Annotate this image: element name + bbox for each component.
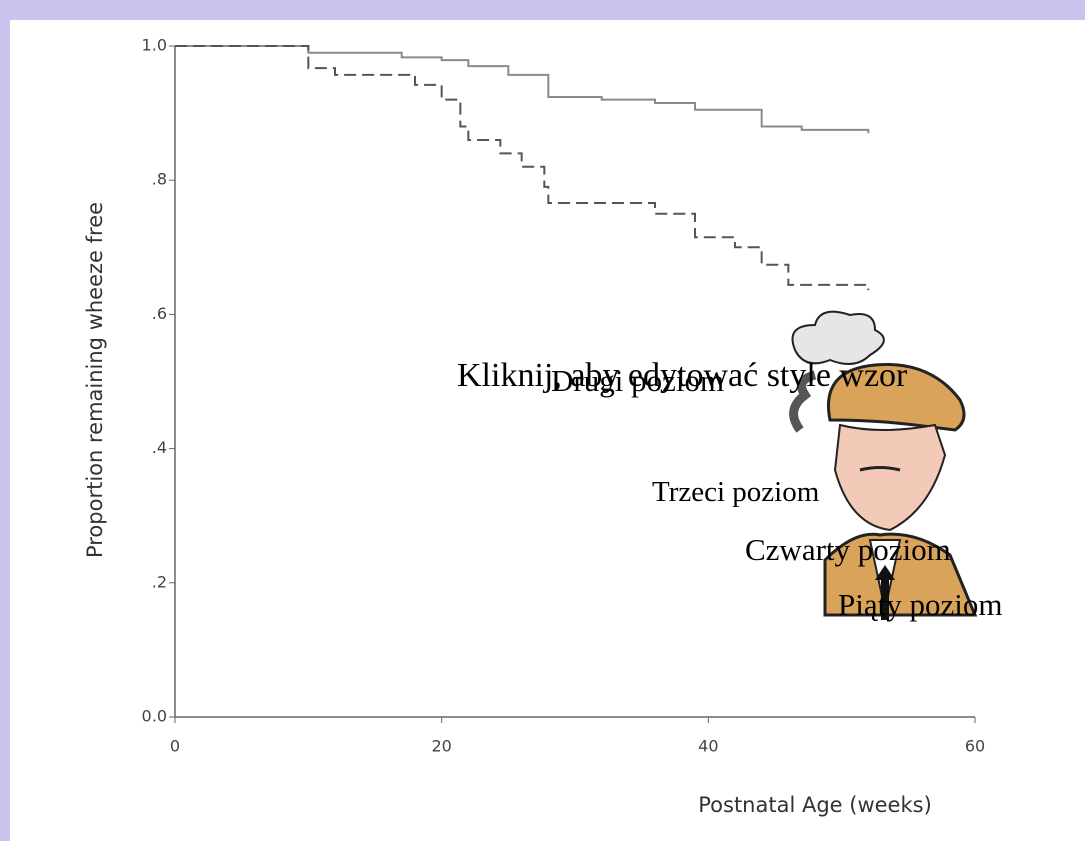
x-tick-label: 40 bbox=[698, 737, 718, 756]
y-tick-label: .8 bbox=[152, 170, 167, 189]
y-tick-label: .2 bbox=[152, 572, 167, 591]
y-tick-label: 1.0 bbox=[142, 36, 167, 55]
x-tick-label: 20 bbox=[431, 737, 451, 756]
x-tick-label: 0 bbox=[170, 737, 180, 756]
survival-curve bbox=[175, 45, 870, 291]
level-4: Czwarty poziom bbox=[745, 532, 951, 567]
y-tick-label: 0.0 bbox=[142, 707, 167, 726]
placeholder-text: Kliknij, aby edytować style wzor Drugi p… bbox=[457, 357, 1002, 622]
x-tick-label: 60 bbox=[965, 737, 985, 756]
slide: Proportion remaining wheeze free Postnat… bbox=[10, 20, 1085, 841]
level-5: Piąty poziom bbox=[838, 587, 1002, 622]
y-axis-title: Proportion remaining wheeze free bbox=[83, 202, 107, 558]
chart: Proportion remaining wheeze free Postnat… bbox=[83, 36, 1002, 818]
y-tick-label: .4 bbox=[152, 438, 167, 457]
clipart bbox=[789, 310, 978, 620]
level-1: Kliknij, aby edytować style wzor bbox=[457, 357, 908, 394]
y-tick-label: .6 bbox=[152, 304, 167, 323]
level-2: Drugi poziom bbox=[551, 363, 724, 398]
survival-curve bbox=[175, 45, 870, 134]
plot: 0.0 .2 .4 .6 .8 1.0 0 20 40 60 bbox=[142, 36, 986, 756]
level-3: Trzeci poziom bbox=[652, 476, 820, 508]
x-axis-title: Postnatal Age (weeks) bbox=[698, 793, 932, 817]
